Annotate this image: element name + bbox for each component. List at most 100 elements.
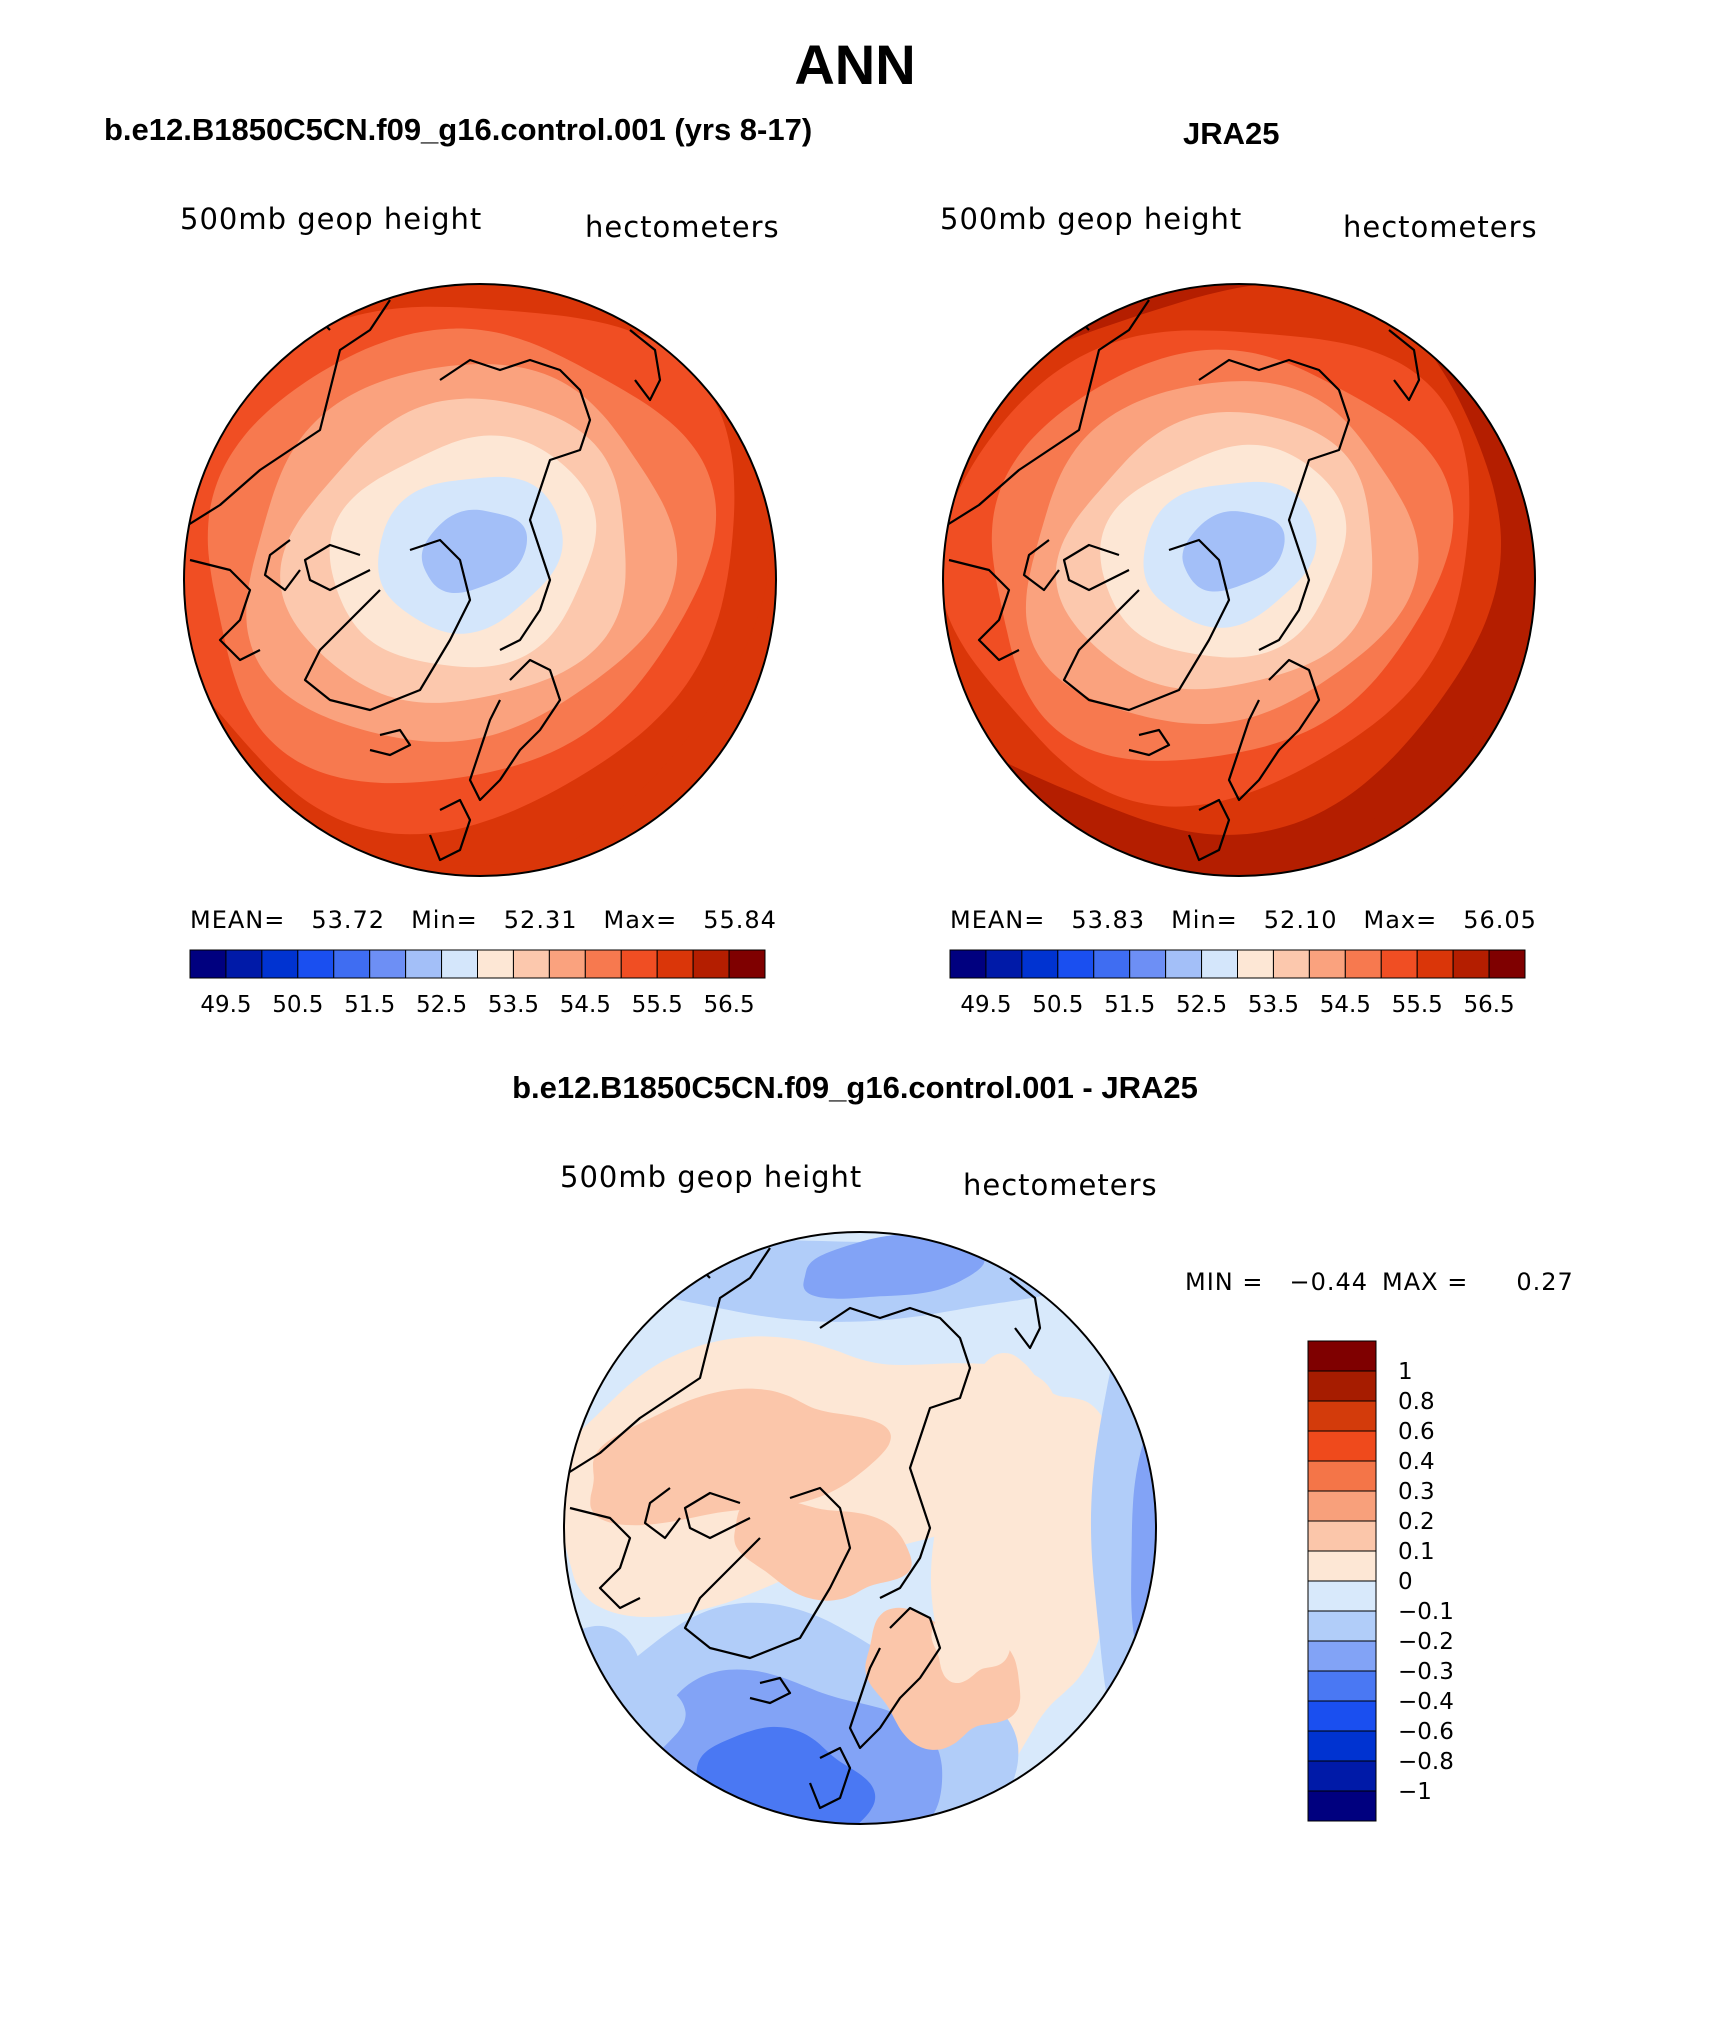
diff-panel-title: b.e12.B1850C5CN.f09_g16.control.001 - JR… — [512, 1070, 1198, 1105]
diff-colorbar-label-6: 0.1 — [1398, 1539, 1435, 1565]
diff-map-coast-0 — [683, 1486, 852, 1660]
left-map-coastlines — [184, 299, 662, 862]
diff-min-value: −0.44 — [1289, 1268, 1369, 1296]
left-variable-label: 500mb geop height — [180, 202, 483, 236]
diff-map-anomaly-7 — [803, 1234, 985, 1299]
diff-map-anomaly-3 — [734, 1497, 912, 1601]
left-colorbar-swatch-15 — [728, 949, 766, 979]
diff-stats: MIN = −0.44 MAX = 0.27 — [1185, 1268, 1574, 1296]
right-colorbar-swatch-8 — [1237, 949, 1274, 979]
diff-max-value: 0.27 — [1516, 1268, 1574, 1296]
right-map-coast-9 — [1388, 329, 1421, 402]
left-map-coast-8 — [369, 728, 412, 757]
left-map-band-0 — [421, 509, 528, 594]
right-mean-value: 53.83 — [1071, 906, 1146, 934]
diff-min-label: MIN = — [1185, 1268, 1264, 1296]
left-colorbar-swatch-0 — [189, 949, 227, 979]
right-map-coast-5 — [1198, 358, 1351, 651]
left-map-coast-6 — [468, 658, 562, 802]
left-colorbar-swatch-4 — [333, 949, 371, 979]
diff-colorbar-label-3: 0.4 — [1398, 1449, 1435, 1475]
right-colorbar-label-4: 53.5 — [1248, 992, 1299, 1018]
left-stats: MEAN= 53.72 Min= 52.31 Max= 55.84 — [190, 906, 777, 934]
left-colorbar-swatch-10 — [548, 949, 586, 979]
left-map-coast-0 — [303, 538, 472, 712]
right-colorbar: 49.5 50.5 51.5 52.5 53.5 54.5 55.5 56.5 — [949, 949, 1526, 1018]
right-colorbar-label-3: 52.5 — [1176, 992, 1227, 1018]
diff-colorbar-label-4: 0.3 — [1398, 1479, 1435, 1505]
diff-colorbar-swatch-15 — [1307, 1790, 1377, 1822]
diff-map-border — [563, 1231, 1157, 1825]
diff-map-coast-10 — [659, 1256, 711, 1279]
left-map-coast-10 — [279, 308, 331, 331]
right-map-coast-2 — [1022, 539, 1060, 592]
diff-colorbar-swatch-11 — [1307, 1670, 1377, 1702]
diff-colorbar-label-11: −0.4 — [1398, 1689, 1454, 1715]
diff-colorbar-label-12: −0.6 — [1398, 1719, 1454, 1745]
left-colorbar-label-5: 54.5 — [560, 992, 611, 1018]
right-colorbar-swatch-5 — [1129, 949, 1167, 979]
left-units-label: hectometers — [585, 210, 780, 244]
diff-max-label: MAX = — [1382, 1268, 1469, 1296]
left-map-coast-3 — [184, 299, 391, 531]
right-variable-label: 500mb geop height — [940, 202, 1243, 236]
diff-colorbar-swatch-5 — [1307, 1490, 1377, 1522]
right-colorbar-swatch-11 — [1344, 949, 1382, 979]
right-colorbar-swatch-6 — [1165, 949, 1203, 979]
left-colorbar: 49.5 50.5 51.5 52.5 53.5 54.5 55.5 56.5 — [189, 949, 766, 1018]
right-map-band-0 — [1182, 511, 1285, 592]
right-colorbar-swatch-13 — [1416, 949, 1454, 979]
left-map-coast-5 — [439, 358, 592, 651]
diff-colorbar-swatch-13 — [1307, 1730, 1377, 1762]
right-colorbar-swatch-1 — [985, 949, 1023, 979]
right-colorbar-swatch-7 — [1201, 949, 1238, 979]
right-colorbar-label-1: 50.5 — [1032, 992, 1083, 1018]
right-colorbar-swatch-0 — [949, 949, 987, 979]
left-colorbar-swatch-12 — [620, 949, 658, 979]
diff-colorbar-swatch-9 — [1307, 1610, 1377, 1642]
right-map-coast-6 — [1227, 658, 1321, 802]
diff-map-coast-9 — [1009, 1277, 1042, 1350]
right-colorbar-swatch-4 — [1093, 949, 1131, 979]
diff-colorbar-swatch-12 — [1307, 1700, 1377, 1732]
left-colorbar-label-6: 55.5 — [632, 992, 683, 1018]
left-colorbar-label-0: 49.5 — [200, 992, 251, 1018]
left-colorbar-label-3: 52.5 — [416, 992, 467, 1018]
left-colorbar-label-2: 51.5 — [344, 992, 395, 1018]
diff-colorbar-swatch-10 — [1307, 1640, 1377, 1672]
diff-map-anomaly-5 — [1131, 1376, 1156, 1663]
diff-colorbar-swatch-4 — [1307, 1460, 1377, 1492]
diff-colorbar-label-1: 0.8 — [1398, 1389, 1435, 1415]
left-map-border — [183, 283, 777, 877]
diff-map-anomaly-4 — [1090, 1270, 1156, 1752]
diff-colorbar-label-0: 1 — [1398, 1359, 1413, 1385]
left-panel-title: b.e12.B1850C5CN.f09_g16.control.001 (yrs… — [104, 112, 813, 147]
right-colorbar-swatch-12 — [1380, 949, 1418, 979]
left-colorbar-swatch-1 — [225, 949, 263, 979]
right-map-coast-1 — [1062, 543, 1130, 592]
diff-map-coast-1 — [683, 1491, 751, 1540]
right-mean-label: MEAN= — [950, 906, 1046, 934]
left-colorbar-swatch-14 — [692, 949, 730, 979]
right-colorbar-swatch-15 — [1488, 949, 1526, 979]
left-colorbar-swatch-13 — [656, 949, 694, 979]
right-map-border — [942, 283, 1536, 877]
right-colorbar-label-0: 49.5 — [960, 992, 1011, 1018]
left-colorbar-swatch-8 — [477, 949, 514, 979]
diff-map-coast-5 — [819, 1306, 972, 1599]
right-colorbar-label-6: 55.5 — [1392, 992, 1443, 1018]
diff-colorbar-label-5: 0.2 — [1398, 1509, 1435, 1535]
diff-map-coastlines — [564, 1247, 1042, 1810]
left-map-coast-9 — [629, 329, 662, 402]
diff-colorbar-swatch-8 — [1307, 1580, 1377, 1612]
diff-colorbar-swatch-2 — [1307, 1400, 1377, 1432]
diff-variable-label: 500mb geop height — [560, 1160, 863, 1194]
left-colorbar-label-1: 50.5 — [272, 992, 323, 1018]
left-colorbar-swatch-2 — [261, 949, 299, 979]
diff-map-coast-4 — [569, 1506, 641, 1610]
diff-colorbar-swatch-1 — [1307, 1370, 1377, 1402]
left-colorbar-swatch-9 — [512, 949, 550, 979]
diff-map — [564, 1232, 1156, 1824]
diff-colorbar-label-9: −0.2 — [1398, 1629, 1454, 1655]
left-colorbar-swatch-7 — [441, 949, 478, 979]
